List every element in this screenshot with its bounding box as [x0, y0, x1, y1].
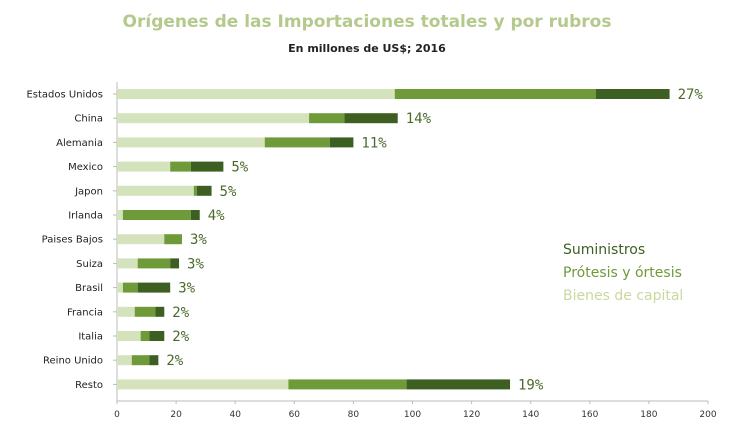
bar-segment — [155, 306, 165, 317]
x-tick-label: 60 — [289, 410, 301, 420]
x-tick-label: 40 — [229, 410, 241, 420]
category-label: Estados Unidos — [26, 90, 103, 101]
category-label: Alemania — [56, 138, 103, 149]
bar-segment — [117, 113, 310, 124]
bar-segment — [288, 379, 407, 390]
bar-segment — [190, 161, 224, 172]
bar-segment — [122, 210, 191, 220]
bar-segment — [164, 234, 183, 245]
data-label: 27% — [678, 87, 704, 103]
bar-segment — [170, 258, 180, 269]
bar-segment — [117, 331, 141, 341]
category-label: Paises Bajos — [42, 235, 103, 246]
bar-segment — [117, 306, 135, 317]
bar-segment — [117, 137, 265, 148]
data-label: 14% — [406, 111, 432, 127]
bar-segment — [117, 234, 165, 245]
bar-segment — [394, 89, 596, 99]
chart-subtitle: En millones de US$; 2016 — [288, 42, 446, 55]
bar-segment — [117, 258, 138, 269]
bar-segment — [140, 331, 150, 341]
bar-segment — [117, 210, 123, 220]
category-label: China — [74, 114, 103, 125]
data-label: 19% — [518, 377, 544, 393]
bar-segment — [117, 282, 123, 293]
category-label: Suiza — [76, 259, 103, 270]
bar-segment — [117, 161, 171, 172]
bar-segment — [344, 113, 398, 124]
bar-segment — [149, 331, 165, 341]
bar-segment — [329, 137, 354, 148]
category-label: Reino Unido — [43, 356, 103, 367]
bar-segment — [122, 282, 138, 293]
category-label: Francia — [67, 307, 103, 318]
bar-segment — [190, 210, 200, 220]
bar-segment — [309, 113, 345, 124]
category-label: Brasil — [75, 283, 103, 294]
bar-segment — [134, 306, 156, 317]
data-label: 5% — [220, 184, 237, 200]
x-tick-label: 80 — [348, 410, 360, 420]
data-label: 3% — [187, 256, 204, 272]
bar-segment — [264, 137, 330, 148]
bar-segment — [137, 258, 171, 269]
data-label: 2% — [172, 329, 189, 345]
bar-segment — [117, 355, 132, 366]
data-label: 3% — [178, 281, 195, 297]
x-tick-label: 20 — [170, 410, 182, 420]
data-label: 2% — [172, 305, 189, 321]
data-label: 3% — [190, 232, 207, 248]
x-tick-label: 160 — [581, 410, 598, 420]
bar-segment — [117, 185, 194, 196]
legend-item: Prótesis y órtesis — [563, 265, 682, 281]
x-tick-label: 0 — [114, 410, 120, 420]
bar-segment — [149, 355, 159, 366]
data-label: 5% — [231, 160, 248, 176]
x-tick-label: 100 — [404, 410, 421, 420]
bar-segment — [406, 379, 511, 390]
x-tick-label: 120 — [463, 410, 480, 420]
bar-segment — [117, 379, 289, 390]
bar-segment — [196, 185, 212, 196]
data-label: 4% — [208, 208, 225, 224]
legend-item: Suministros — [563, 242, 645, 258]
category-label: Resto — [75, 380, 103, 391]
chart-title: Orígenes de las Importaciones totales y … — [122, 12, 612, 32]
legend-item: Bienes de capital — [563, 288, 683, 304]
bar-segment — [595, 89, 670, 99]
data-label: 2% — [166, 353, 183, 369]
bar-segment — [131, 355, 150, 366]
category-label: Irlanda — [68, 211, 103, 222]
category-label: Japon — [74, 186, 103, 197]
bar-segment — [137, 282, 171, 293]
bar-segment — [193, 185, 197, 196]
x-tick-label: 180 — [640, 410, 657, 420]
bar-segment — [117, 89, 395, 99]
category-label: Mexico — [68, 162, 103, 173]
x-tick-label: 140 — [522, 410, 539, 420]
bar-segment — [170, 161, 191, 172]
category-label: Italia — [78, 332, 103, 343]
x-tick-label: 200 — [699, 410, 716, 420]
data-label: 11% — [361, 135, 387, 151]
